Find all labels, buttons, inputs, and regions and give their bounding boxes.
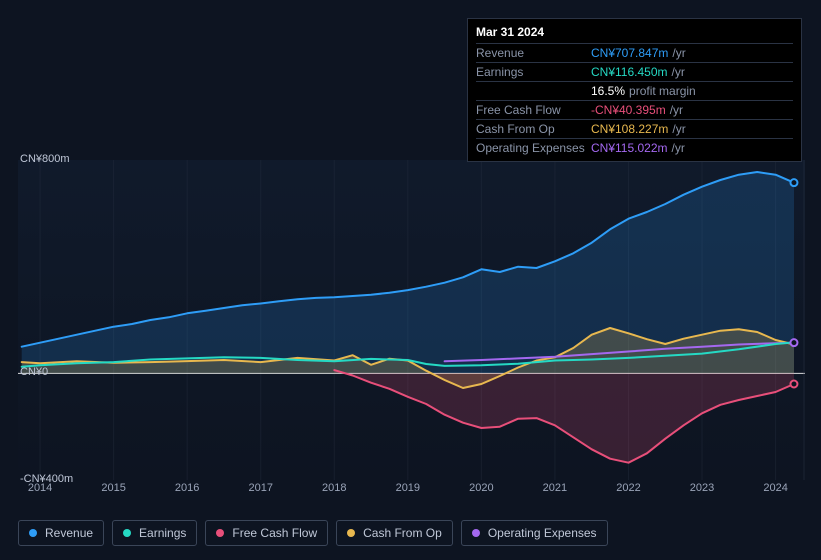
- tooltip-value: CN¥115.022m: [591, 141, 668, 155]
- tooltip-row: RevenueCN¥707.847m/yr: [476, 43, 793, 62]
- tooltip-label: [476, 84, 591, 98]
- tooltip-row: Cash From OpCN¥108.227m/yr: [476, 119, 793, 138]
- tooltip-value: CN¥707.847m: [591, 46, 668, 60]
- tooltip-date: Mar 31 2024: [476, 25, 793, 43]
- legend-label: Revenue: [45, 526, 93, 540]
- tooltip-row: 16.5% profit margin: [476, 81, 793, 100]
- tooltip-label: Earnings: [476, 65, 591, 79]
- legend-item[interactable]: Cash From Op: [336, 520, 453, 546]
- tooltip-row: Operating ExpensesCN¥115.022m/yr: [476, 138, 793, 157]
- tooltip-label: Free Cash Flow: [476, 103, 591, 117]
- x-axis: 2014 2015 2016 2017 2018 2019 2020 2021 2022 2023…: [18, 482, 805, 500]
- legend-swatch: [472, 529, 480, 537]
- legend-swatch: [29, 529, 37, 537]
- x-axis-label: 2022: [616, 482, 640, 494]
- chart-plot: [18, 160, 805, 480]
- legend-swatch: [347, 529, 355, 537]
- legend-item[interactable]: Operating Expenses: [461, 520, 608, 546]
- legend-label: Earnings: [139, 526, 186, 540]
- tooltip-unit: /yr: [672, 65, 685, 79]
- legend-swatch: [216, 529, 224, 537]
- chart-legend: Revenue Earnings Free Cash Flow Cash From O…: [18, 520, 608, 546]
- tooltip-unit: /yr: [672, 122, 685, 136]
- y-axis-label: CN¥0: [20, 366, 48, 378]
- tooltip-value: CN¥108.227m: [591, 122, 668, 136]
- tooltip-value: 16.5%: [591, 84, 625, 98]
- x-axis-label: 2017: [248, 482, 272, 494]
- tooltip-label: Cash From Op: [476, 122, 591, 136]
- x-axis-label: 2023: [690, 482, 714, 494]
- tooltip-label: Operating Expenses: [476, 141, 591, 155]
- tooltip-unit: /yr: [670, 103, 683, 117]
- tooltip-value: CN¥116.450m: [591, 65, 668, 79]
- legend-item[interactable]: Free Cash Flow: [205, 520, 328, 546]
- x-axis-label: 2018: [322, 482, 346, 494]
- tooltip-unit: /yr: [672, 141, 685, 155]
- x-axis-label: 2015: [101, 482, 125, 494]
- x-axis-label: 2021: [543, 482, 567, 494]
- legend-label: Cash From Op: [363, 526, 442, 540]
- chart-tooltip: Mar 31 2024 RevenueCN¥707.847m/yrEarning…: [467, 18, 802, 162]
- tooltip-row: EarningsCN¥116.450m/yr: [476, 62, 793, 81]
- legend-label: Operating Expenses: [488, 526, 597, 540]
- x-axis-label: 2014: [28, 482, 52, 494]
- y-axis-label: CN¥800m: [20, 153, 70, 165]
- legend-swatch: [123, 529, 131, 537]
- legend-item[interactable]: Earnings: [112, 520, 197, 546]
- tooltip-extra: profit margin: [629, 84, 696, 98]
- financials-chart[interactable]: CN¥800mCN¥0-CN¥400m 20142015201620172018…: [18, 160, 805, 500]
- x-axis-label: 2016: [175, 482, 199, 494]
- legend-item[interactable]: Revenue: [18, 520, 104, 546]
- x-axis-label: 2020: [469, 482, 493, 494]
- tooltip-value: -CN¥40.395m: [591, 103, 666, 117]
- tooltip-row: Free Cash Flow-CN¥40.395m/yr: [476, 100, 793, 119]
- legend-label: Free Cash Flow: [232, 526, 317, 540]
- tooltip-unit: /yr: [672, 46, 685, 60]
- x-axis-label: 2019: [396, 482, 420, 494]
- tooltip-label: Revenue: [476, 46, 591, 60]
- x-axis-label: 2024: [763, 482, 787, 494]
